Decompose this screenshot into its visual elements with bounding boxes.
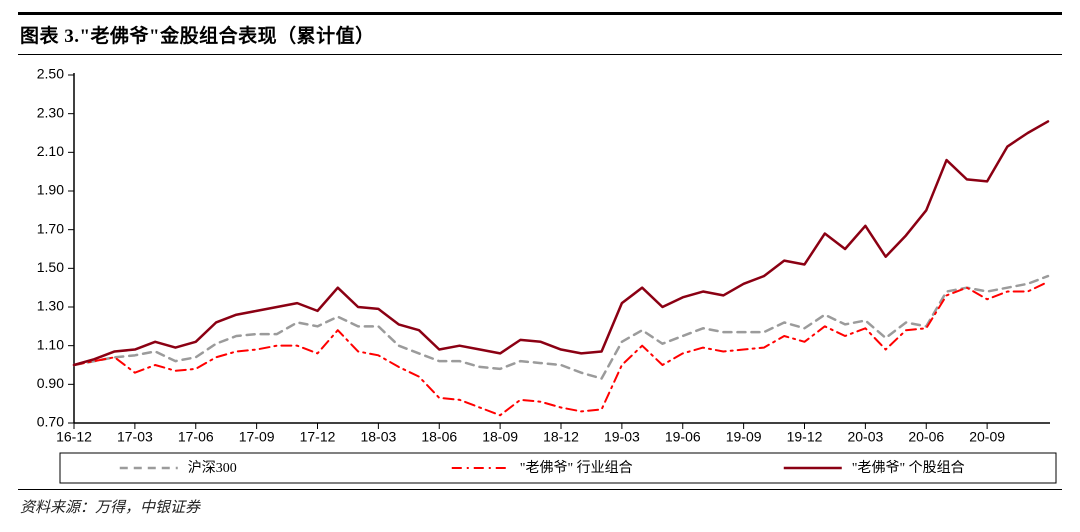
source-line: 资料来源：万得，中银证券	[18, 489, 1062, 517]
x-tick-label: 19-09	[726, 428, 762, 444]
x-tick-label: 18-12	[543, 428, 579, 444]
x-tick-label: 18-09	[482, 428, 518, 444]
y-tick-label: 0.70	[37, 414, 64, 430]
line-chart-svg: 0.70 0.90 1.10 1.30 1.50 1.70 1.90 2.10 2.30 2.50…	[18, 61, 1062, 485]
x-tick-label: 19-06	[665, 428, 701, 444]
x-tick-label: 17-06	[178, 428, 214, 444]
y-tick-label: 1.50	[37, 259, 64, 275]
x-tick-label: 20-09	[969, 428, 1005, 444]
y-tick-label: 1.10	[37, 336, 64, 352]
series-line	[74, 121, 1048, 365]
legend-label: "老佛爷" 个股组合	[852, 460, 965, 476]
x-tick-label: 19-03	[604, 428, 640, 444]
x-tick-label: 18-06	[421, 428, 457, 444]
y-tick-label: 2.30	[37, 104, 64, 120]
y-tick-label: 1.90	[37, 182, 64, 198]
x-tick-label: 18-03	[360, 428, 396, 444]
x-tick-label: 20-06	[908, 428, 944, 444]
y-tick-label: 2.10	[37, 143, 64, 159]
chart-area: 0.70 0.90 1.10 1.30 1.50 1.70 1.90 2.10 2.30 2.50…	[18, 61, 1062, 485]
figure-title: 图表 3."老佛爷"金股组合表现（累计值）	[18, 12, 1062, 55]
y-tick-label: 0.90	[37, 375, 64, 391]
x-tick-label: 17-12	[300, 428, 336, 444]
legend-label: "老佛爷" 行业组合	[520, 460, 633, 476]
y-tick-label: 1.30	[37, 298, 64, 314]
x-tick-label: 17-09	[239, 428, 275, 444]
legend-label: 沪深300	[188, 460, 237, 476]
x-tick-label: 17-03	[117, 428, 153, 444]
x-tick-label: 20-03	[847, 428, 883, 444]
y-tick-label: 2.50	[37, 66, 64, 82]
figure-container: 图表 3."老佛爷"金股组合表现（累计值） 0.70 0.90 1.10 1.30 1.…	[0, 0, 1080, 532]
x-tick-label: 16-12	[56, 428, 92, 444]
series-line	[74, 276, 1048, 378]
y-tick-label: 1.70	[37, 220, 64, 236]
x-tick-label: 19-12	[787, 428, 823, 444]
